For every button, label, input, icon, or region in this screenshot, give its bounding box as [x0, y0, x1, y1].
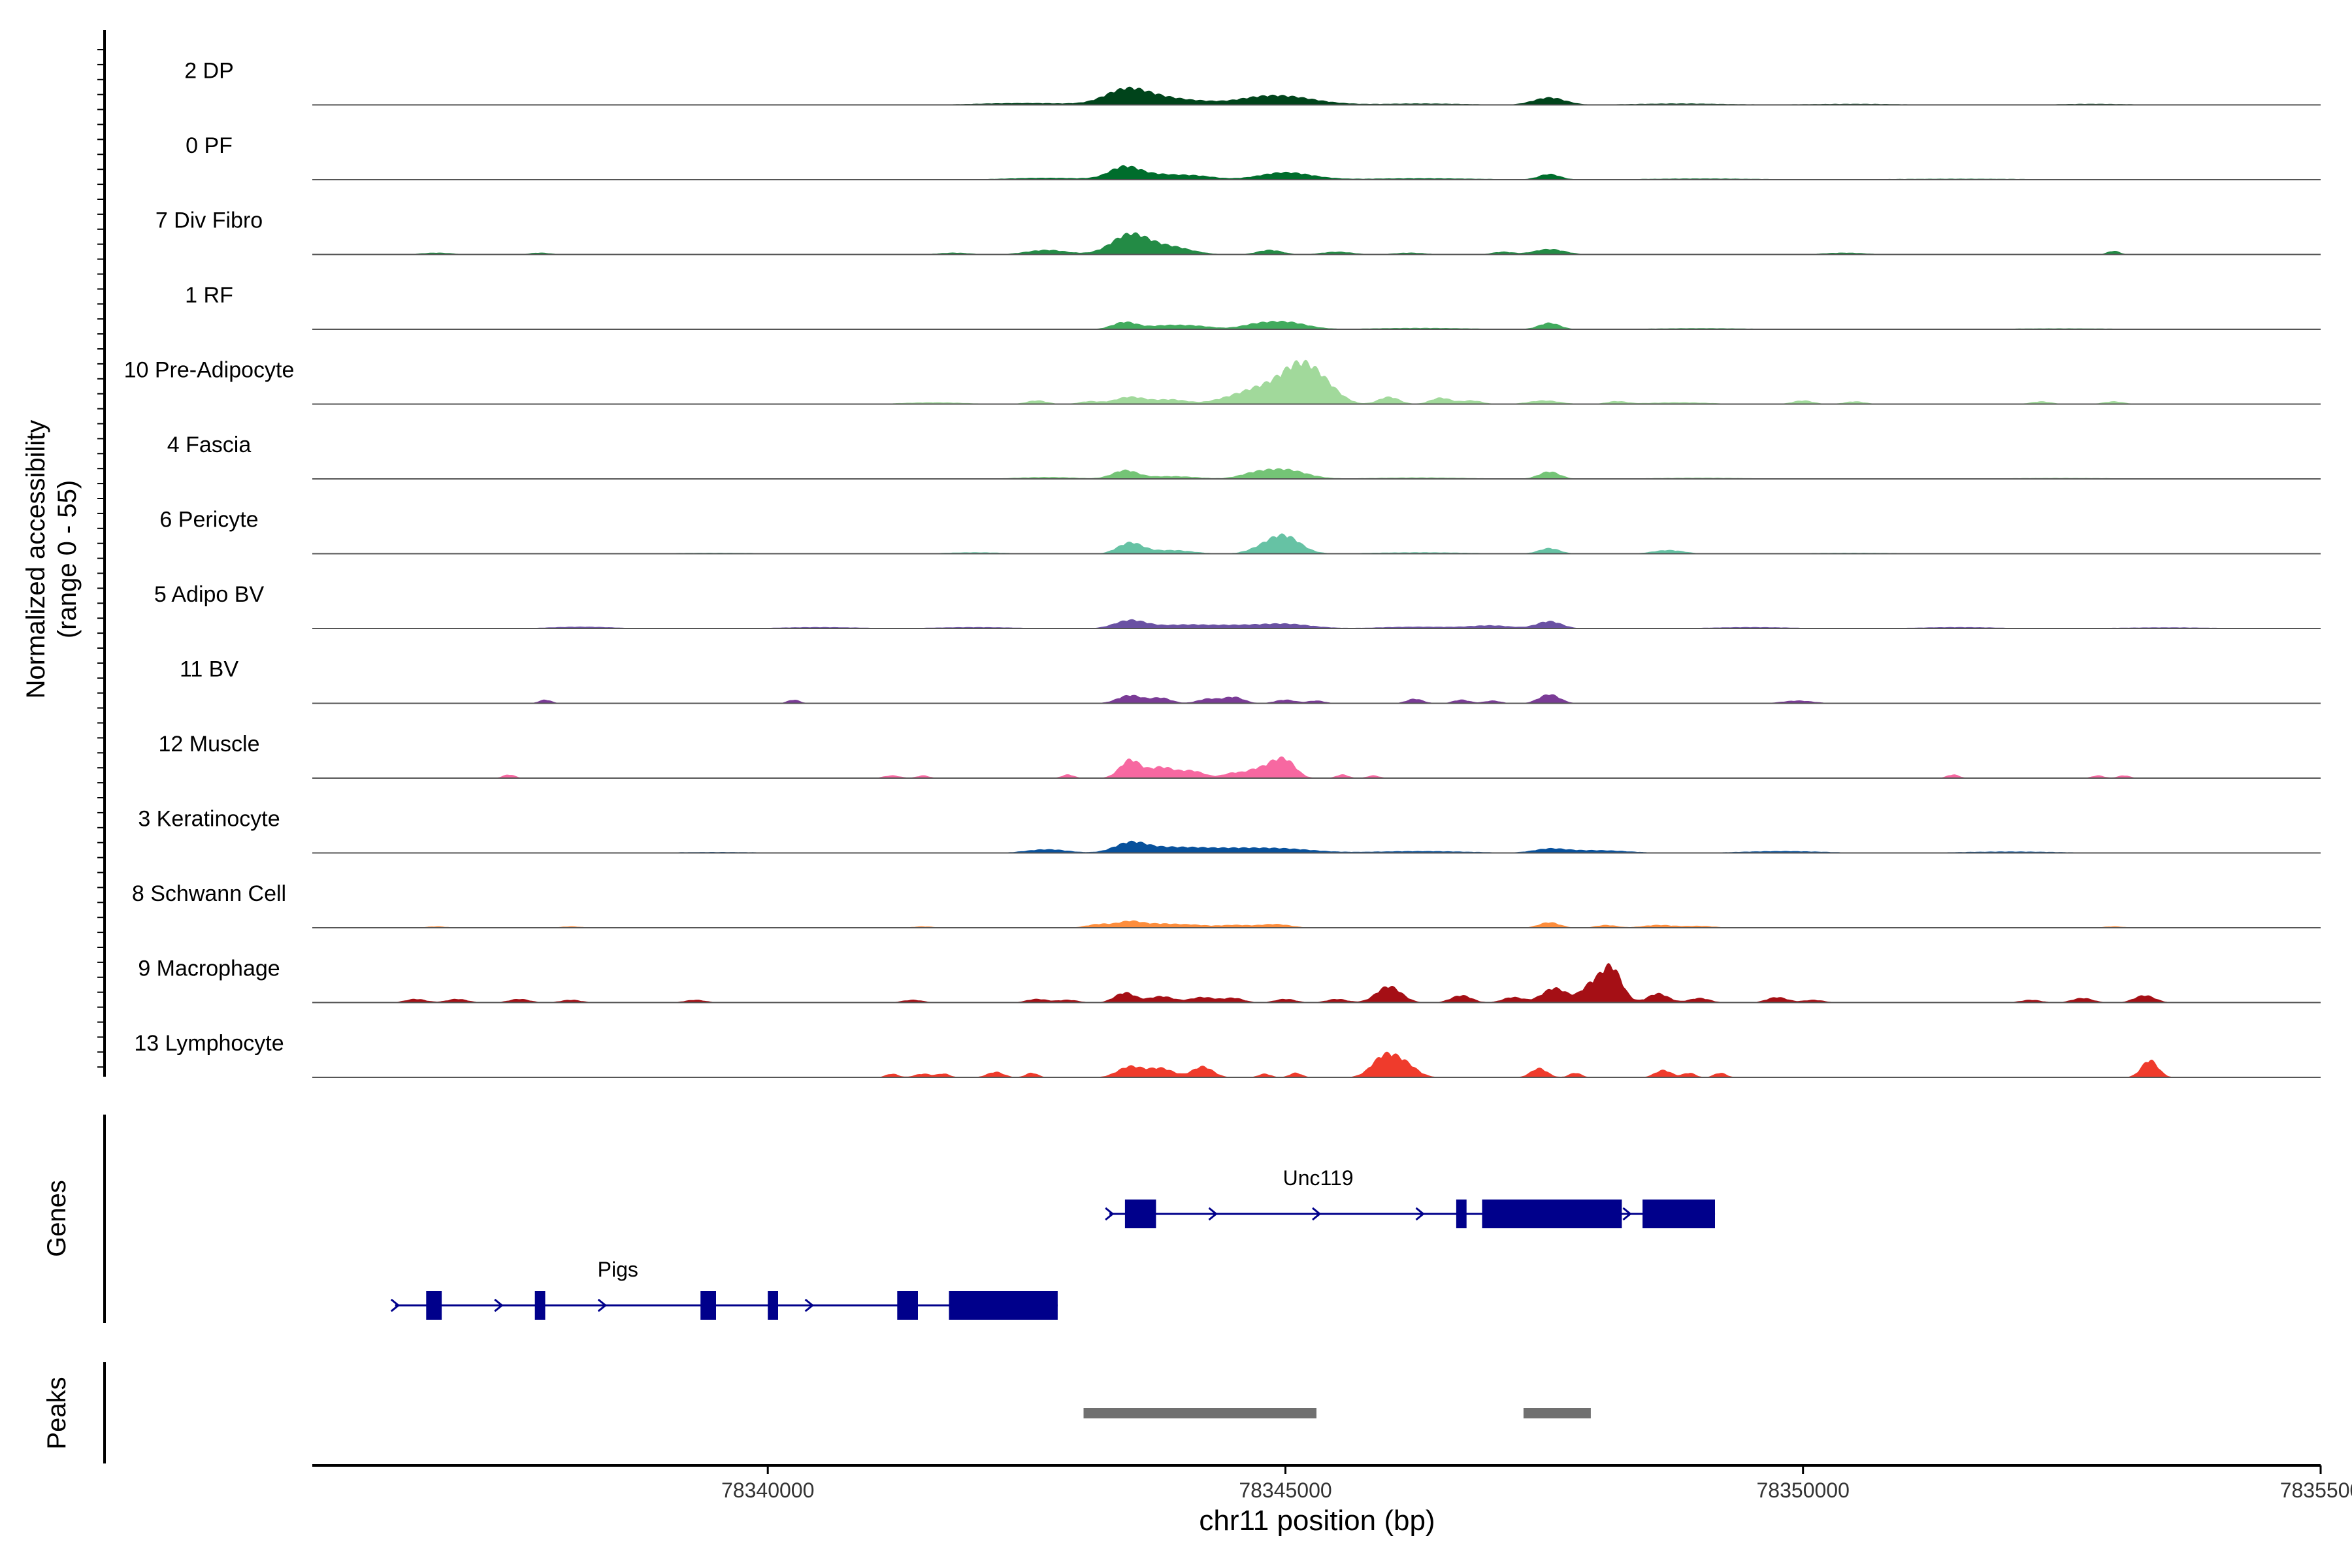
track-label-8: 11 BV: [180, 657, 238, 682]
track-label-13: 13 Lymphocyte: [134, 1031, 284, 1056]
x-tick-label-3: 7835500: [2280, 1478, 2352, 1502]
track-area-7: [312, 619, 2321, 629]
track-label-11: 8 Schwann Cell: [132, 881, 286, 906]
track-area-13: [312, 1051, 2321, 1077]
x-axis: 78340000 78345000 78350000 7835500 chr11 po…: [312, 1464, 2352, 1537]
peaks-panel: Peaks: [42, 1362, 1591, 1463]
strand-arrow: [1622, 1207, 1632, 1221]
track-area-3: [312, 321, 2321, 329]
accessibility-tracks: 2 DP 0 PF 7 Div Fibro 1 RF 10 Pre-Adipocyte 4…: [124, 59, 2321, 1078]
track-area-9: [312, 756, 2321, 778]
track-area-12: [312, 963, 2321, 1003]
exon-pigs-2: [700, 1291, 716, 1320]
track-area-11: [312, 920, 2321, 928]
track-label-12: 9 Macrophage: [138, 956, 280, 981]
track-area-4: [312, 359, 2321, 404]
strand-arrow: [597, 1298, 608, 1313]
gene-label-pigs: Pigs: [598, 1258, 638, 1281]
track-label-6: 6 Pericyte: [159, 508, 258, 532]
strand-arrow: [494, 1298, 504, 1313]
track-label-4: 10 Pre-Adipocyte: [124, 358, 295, 383]
y-axis-title-line1: Normalized accessibility: [22, 420, 50, 699]
strand-arrow: [1208, 1207, 1218, 1221]
track-area-6: [312, 533, 2321, 554]
x-tick-label-2: 78350000: [1757, 1478, 1850, 1502]
strand-arrow: [1312, 1207, 1322, 1221]
peak-region-1: [1523, 1408, 1591, 1418]
peak-region-0: [1083, 1408, 1316, 1418]
gene-label-unc119: Unc119: [1283, 1166, 1354, 1190]
exon-unc119-3: [1642, 1200, 1715, 1228]
peaks-panel-label: Peaks: [42, 1377, 71, 1449]
track-label-9: 12 Muscle: [159, 732, 260, 757]
track-area-8: [312, 694, 2321, 704]
strand-arrow: [804, 1298, 814, 1313]
strand-arrow: [1105, 1207, 1115, 1221]
track-area-1: [312, 165, 2321, 180]
x-tick-label-0: 78340000: [721, 1478, 814, 1502]
track-label-3: 1 RF: [185, 283, 233, 308]
exon-unc119-0: [1124, 1200, 1156, 1228]
exon-pigs-5: [949, 1291, 1058, 1320]
y-axis-ticks: [97, 49, 105, 1068]
gene-models: Unc119 Pigs: [390, 1166, 1716, 1320]
track-area-0: [312, 86, 2321, 105]
y-axis: Normalized accessibility (range 0 - 55): [22, 30, 106, 1077]
exon-pigs-3: [768, 1291, 778, 1320]
track-label-5: 4 Fascia: [167, 433, 252, 457]
y-axis-title-line2: (range 0 - 55): [53, 480, 82, 638]
track-label-7: 5 Adipo BV: [154, 582, 265, 607]
strand-arrow: [390, 1298, 400, 1313]
genes-panel: Genes Unc119 Pigs: [42, 1115, 1716, 1323]
track-label-10: 3 Keratinocyte: [138, 807, 280, 832]
strand-arrow: [1415, 1207, 1425, 1221]
track-label-0: 2 DP: [184, 59, 234, 84]
track-label-1: 0 PF: [186, 133, 233, 158]
exon-pigs-1: [534, 1291, 546, 1320]
track-area-10: [312, 840, 2321, 853]
track-label-2: 7 Div Fibro: [155, 208, 263, 233]
exon-unc119-1: [1456, 1200, 1467, 1228]
genes-panel-label: Genes: [42, 1180, 71, 1257]
track-area-2: [312, 232, 2321, 255]
exon-unc119-2: [1482, 1200, 1622, 1228]
exon-pigs-4: [897, 1291, 918, 1320]
track-area-5: [312, 468, 2321, 479]
x-axis-title: chr11 position (bp): [1199, 1505, 1435, 1537]
x-axis-ticks: 78340000 78345000 78350000 7835500: [721, 1465, 2352, 1502]
peak-regions: [1083, 1408, 1591, 1418]
exon-pigs-0: [426, 1291, 442, 1320]
x-tick-label-1: 78345000: [1239, 1478, 1331, 1502]
